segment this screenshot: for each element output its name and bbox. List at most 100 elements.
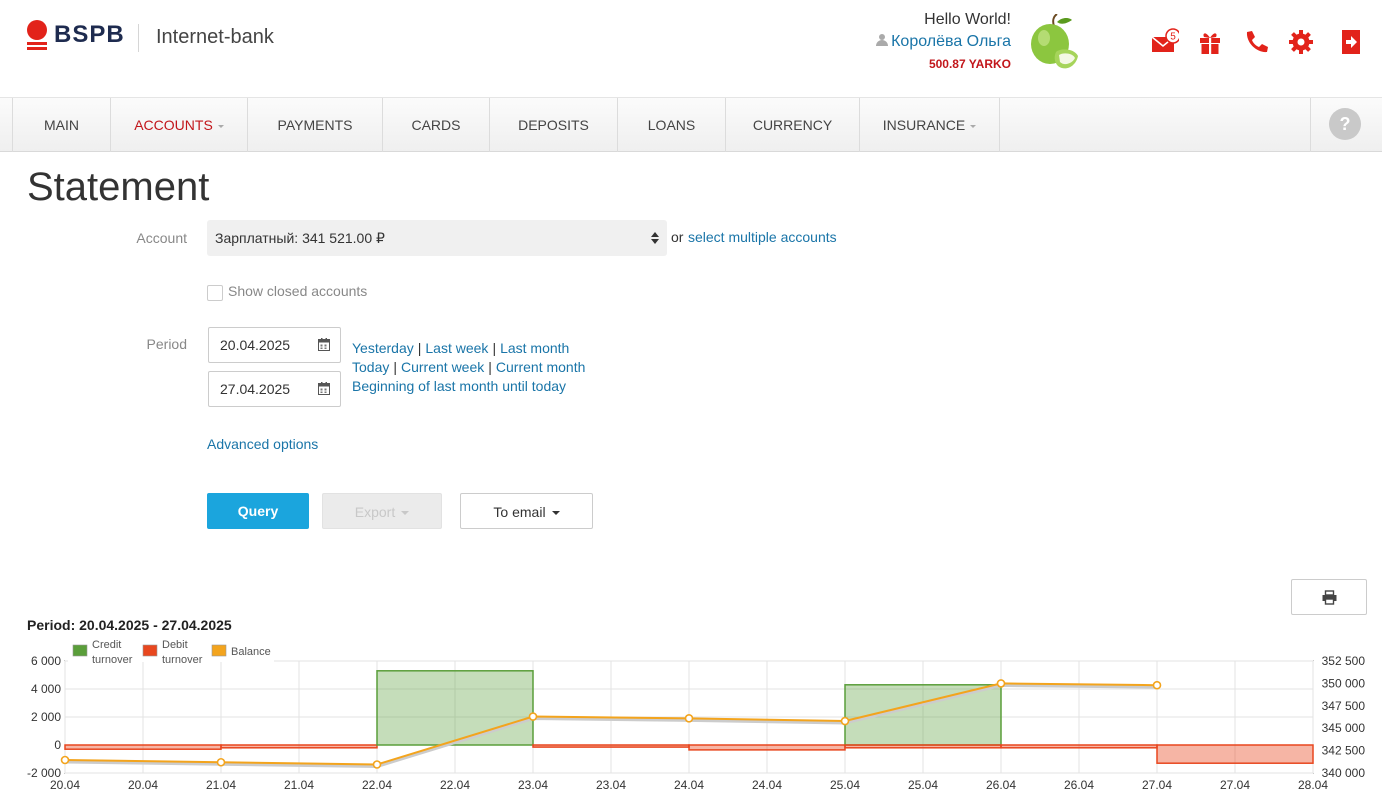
page-title: Statement xyxy=(27,165,210,209)
account-label: Account xyxy=(136,230,187,246)
user-info: Hello World! Королёва Ольга 500.87 YARKO xyxy=(876,10,1011,74)
debit-bar xyxy=(688,744,846,751)
to-email-button[interactable]: To email xyxy=(460,493,593,529)
chevron-down-icon xyxy=(551,511,560,516)
date-to-value: 27.04.2025 xyxy=(220,381,291,397)
beginning-of-last-month-link[interactable]: Beginning of last month until today xyxy=(352,378,567,394)
chevron-down-icon xyxy=(217,124,224,128)
legend-label: Credit xyxy=(92,640,121,651)
separator: | xyxy=(488,359,492,375)
y-left-tick-label: 6 000 xyxy=(31,654,61,668)
select-arrows-icon xyxy=(651,232,659,244)
separator: | xyxy=(417,340,422,356)
debit-bar xyxy=(1156,744,1314,764)
mail-icon[interactable]: 5 xyxy=(1151,28,1179,56)
y-left-tick-label: -2 000 xyxy=(27,766,61,780)
nav-loans[interactable]: LOANS xyxy=(618,98,726,152)
debit-bar xyxy=(844,744,1002,749)
debit-bar xyxy=(64,744,222,750)
x-tick-label: 22.04 xyxy=(440,778,470,792)
phone-icon[interactable] xyxy=(1242,28,1270,56)
nav-accounts[interactable]: ACCOUNTS xyxy=(111,98,248,152)
bank-logo[interactable]: BSPB xyxy=(27,20,125,50)
today-link[interactable]: Today xyxy=(352,359,390,375)
date-from-field[interactable]: 20.04.2025 xyxy=(208,327,341,363)
brand-name: BSPB xyxy=(54,21,125,48)
nav-main-label: MAIN xyxy=(44,117,79,133)
help-icon[interactable]: ? xyxy=(1329,108,1361,140)
nav-deposits[interactable]: DEPOSITS xyxy=(490,98,618,152)
last-week-link[interactable]: Last week xyxy=(425,340,489,356)
x-tick-label: 24.04 xyxy=(674,778,704,792)
y-right-tick-label: 340 000 xyxy=(1322,766,1366,780)
print-button[interactable] xyxy=(1291,579,1367,615)
y-right-tick-label: 345 000 xyxy=(1322,721,1366,735)
y-right-tick-label: 352 500 xyxy=(1322,654,1366,668)
help-area: ? xyxy=(1310,98,1382,152)
chevron-down-icon xyxy=(401,511,410,516)
show-closed-checkbox[interactable] xyxy=(207,285,223,301)
nav-currency[interactable]: CURRENCY xyxy=(726,98,860,152)
current-month-link[interactable]: Current month xyxy=(495,359,586,375)
nav-payments[interactable]: PAYMENTS xyxy=(248,98,383,152)
logo-mark-icon xyxy=(27,20,47,50)
balance-point xyxy=(372,760,382,769)
y-right-tick-label: 350 000 xyxy=(1322,676,1366,690)
user-profile-link[interactable]: Королёва Ольга xyxy=(876,30,1011,54)
statement-chart: -2 000 0 2 000 4 000 6 000 340 000 342 500 345 … xyxy=(27,640,1366,792)
nav-main[interactable]: MAIN xyxy=(12,98,111,152)
calendar-icon[interactable] xyxy=(318,382,330,395)
nav-cards[interactable]: CARDS xyxy=(383,98,490,152)
logout-icon[interactable] xyxy=(1339,28,1367,56)
x-tick-label: 20.04 xyxy=(50,778,80,792)
user-icon xyxy=(876,34,889,46)
green-apple-avatar-icon[interactable] xyxy=(1030,14,1080,72)
select-multiple-accounts-link[interactable]: select multiple accounts xyxy=(688,229,837,245)
legend-label: Debit xyxy=(162,640,188,651)
legend-label: turnover xyxy=(92,654,133,666)
header: BSPB Internet-bank Hello World! Королёва… xyxy=(0,0,1382,97)
yesterday-link[interactable]: Yesterday xyxy=(352,340,414,356)
to-email-label: To email xyxy=(493,504,546,520)
period-label: Period xyxy=(146,336,187,352)
main-nav: MAIN ACCOUNTS PAYMENTS CARDS DEPOSITS LO… xyxy=(0,97,1382,152)
x-tick-label: 25.04 xyxy=(830,778,860,792)
bonus-points[interactable]: 500.87 YARKO xyxy=(928,57,1011,71)
settings-gear-icon[interactable] xyxy=(1288,28,1316,56)
export-button[interactable]: Export xyxy=(322,493,442,529)
gift-icon[interactable] xyxy=(1197,28,1225,56)
x-tick-label: 28.04 xyxy=(1298,778,1328,792)
nav-insurance[interactable]: INSURANCE xyxy=(860,98,1000,152)
chart-title: Period: 20.04.2025 - 27.04.2025 xyxy=(27,617,232,633)
balance-point xyxy=(840,716,850,726)
last-month-link[interactable]: Last month xyxy=(500,340,570,356)
query-button[interactable]: Query xyxy=(207,493,309,529)
nav-accounts-label: ACCOUNTS xyxy=(134,117,213,133)
quick-period-row-1: Yesterday | Last week | Last month xyxy=(352,339,569,358)
current-week-link[interactable]: Current week xyxy=(401,359,485,375)
legend-label: turnover xyxy=(162,654,203,666)
legend-label: Balance xyxy=(231,646,271,658)
x-tick-label: 23.04 xyxy=(518,778,548,792)
x-tick-label: 27.04 xyxy=(1220,778,1250,792)
date-to-field[interactable]: 27.04.2025 xyxy=(208,371,341,407)
balance-point xyxy=(216,757,226,767)
quick-period-row-2: Today | Current week | Current month xyxy=(352,358,585,377)
show-closed-label[interactable]: Show closed accounts xyxy=(228,283,368,299)
advanced-options-link[interactable]: Advanced options xyxy=(207,436,319,452)
quick-period-row-3: Beginning of last month until today xyxy=(352,377,566,396)
user-name[interactable]: Королёва Ольга xyxy=(891,33,1011,50)
separator: | xyxy=(492,340,497,356)
logo-divider xyxy=(138,24,139,52)
y-left-tick-label: 4 000 xyxy=(31,682,61,696)
date-from-value: 20.04.2025 xyxy=(220,337,291,353)
x-tick-label: 24.04 xyxy=(752,778,782,792)
calendar-icon[interactable] xyxy=(318,338,330,351)
balance-line-shadow xyxy=(64,683,1158,768)
chevron-down-icon xyxy=(970,124,977,128)
x-tick-label: 26.04 xyxy=(1064,778,1094,792)
x-tick-label: 26.04 xyxy=(986,778,1016,792)
debit-bar xyxy=(220,744,378,749)
balance-point xyxy=(684,714,694,723)
account-select[interactable]: Зарплатный: 341 521.00 ₽ xyxy=(207,220,667,256)
